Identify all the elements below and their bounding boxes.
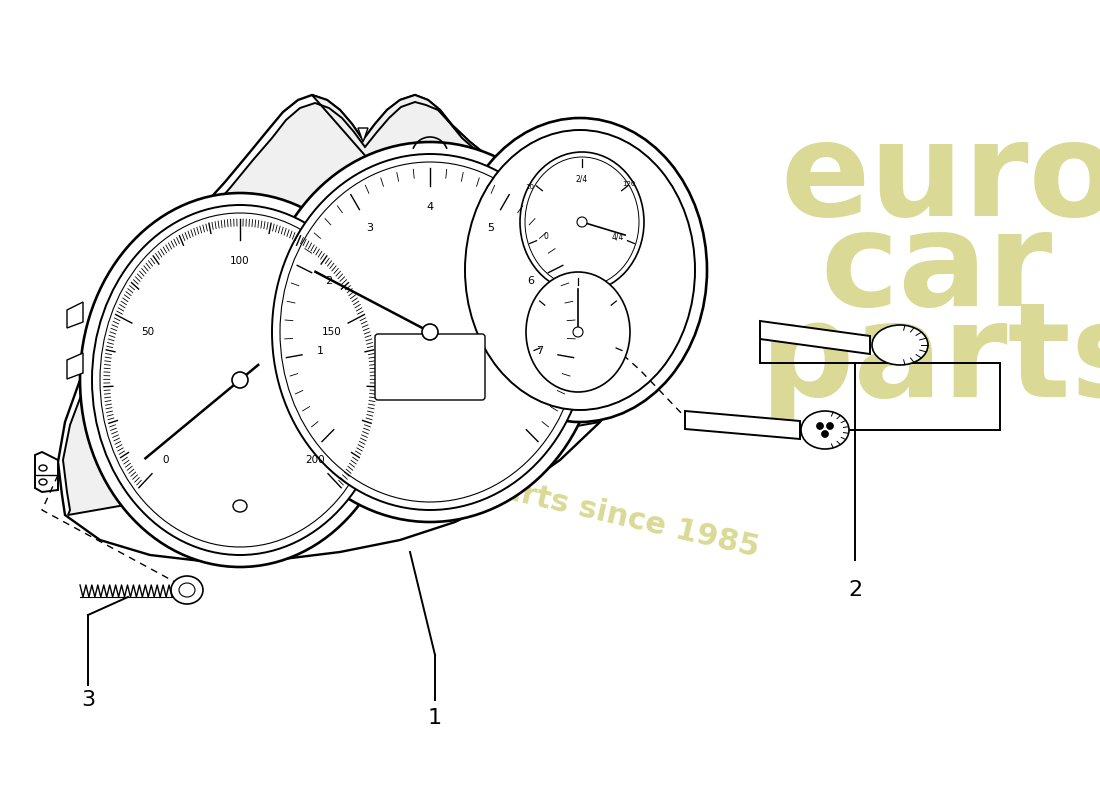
Text: 100: 100 — [230, 256, 250, 266]
Text: 1: 1 — [317, 346, 324, 357]
Text: car: car — [820, 206, 1053, 334]
Ellipse shape — [573, 327, 583, 337]
Ellipse shape — [179, 583, 195, 597]
Text: euro: euro — [780, 117, 1100, 243]
Text: 10: 10 — [525, 184, 533, 190]
Ellipse shape — [801, 411, 849, 449]
Text: 120: 120 — [621, 181, 635, 186]
Text: 5: 5 — [486, 222, 494, 233]
Text: 4/4: 4/4 — [612, 232, 625, 242]
Text: 7: 7 — [536, 346, 542, 357]
Text: 2/4: 2/4 — [576, 174, 588, 183]
Ellipse shape — [80, 193, 400, 567]
Ellipse shape — [578, 217, 587, 227]
Text: 6: 6 — [528, 276, 535, 286]
FancyBboxPatch shape — [375, 334, 485, 400]
Ellipse shape — [170, 576, 204, 604]
Text: 150: 150 — [322, 326, 342, 337]
Circle shape — [816, 422, 824, 430]
Text: 50: 50 — [142, 326, 155, 337]
Ellipse shape — [39, 465, 47, 471]
Ellipse shape — [453, 118, 707, 422]
Text: 4: 4 — [427, 202, 433, 212]
Text: a passion for parts since 1985: a passion for parts since 1985 — [250, 418, 762, 562]
Circle shape — [826, 422, 834, 430]
Ellipse shape — [525, 157, 639, 287]
Ellipse shape — [280, 162, 580, 502]
Ellipse shape — [233, 500, 248, 512]
Polygon shape — [58, 95, 635, 562]
Ellipse shape — [526, 272, 630, 392]
Text: 2: 2 — [326, 276, 332, 286]
Text: 0: 0 — [543, 232, 548, 242]
Ellipse shape — [92, 205, 388, 555]
Polygon shape — [35, 452, 58, 492]
Ellipse shape — [465, 130, 695, 410]
Ellipse shape — [272, 154, 588, 510]
Ellipse shape — [39, 479, 47, 485]
Text: 200: 200 — [305, 454, 324, 465]
Text: 0: 0 — [162, 454, 168, 465]
Polygon shape — [63, 95, 635, 515]
Text: 2: 2 — [848, 580, 862, 600]
Ellipse shape — [872, 325, 928, 365]
Polygon shape — [67, 353, 82, 379]
Polygon shape — [685, 411, 800, 439]
Circle shape — [822, 430, 828, 438]
Text: parts: parts — [760, 297, 1100, 423]
Text: 3: 3 — [366, 222, 373, 233]
Polygon shape — [358, 128, 368, 142]
Ellipse shape — [260, 142, 600, 522]
Text: 1: 1 — [428, 708, 442, 728]
Ellipse shape — [422, 324, 438, 340]
Polygon shape — [760, 321, 870, 354]
Ellipse shape — [232, 372, 248, 388]
Polygon shape — [67, 302, 82, 328]
Text: 3: 3 — [81, 690, 95, 710]
Ellipse shape — [100, 213, 380, 547]
Ellipse shape — [520, 152, 644, 292]
